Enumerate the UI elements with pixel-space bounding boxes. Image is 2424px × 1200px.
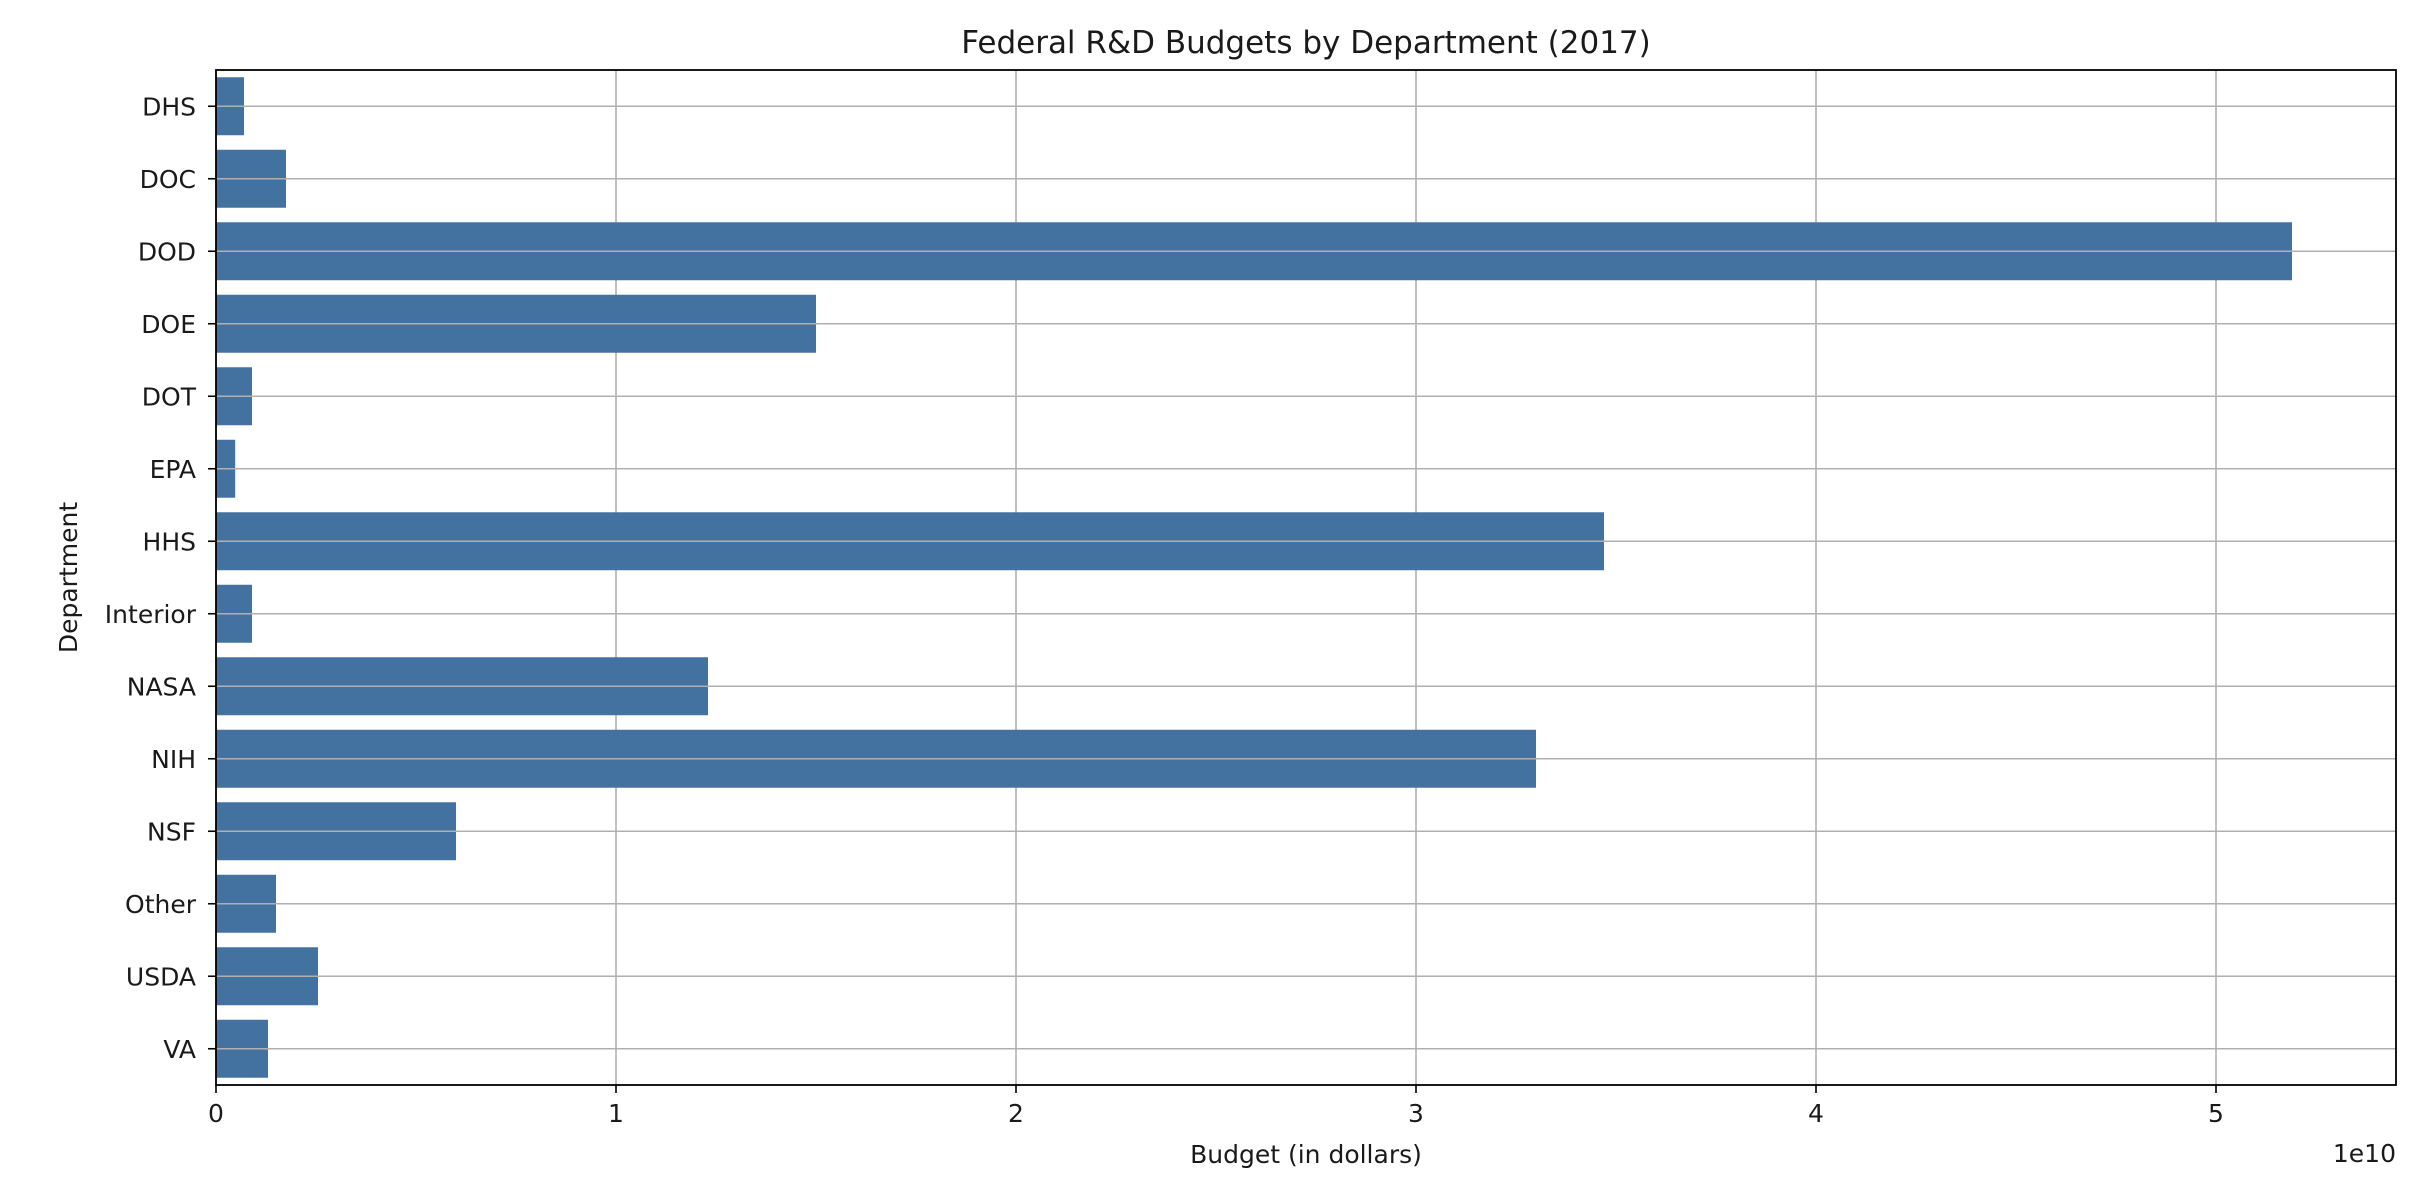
x-tick-label: 2 <box>1008 1099 1024 1128</box>
x-axis-label: Budget (in dollars) <box>1190 1140 1422 1169</box>
bars <box>216 77 2396 1078</box>
y-tick-label: NSF <box>147 817 196 846</box>
y-tick-label: Other <box>125 890 197 919</box>
x-tick-label: 4 <box>1808 1099 1824 1128</box>
chart-title: Federal R&D Budgets by Department (2017) <box>961 25 1651 61</box>
x-tick-label: 0 <box>208 1099 224 1128</box>
y-tick-label: USDA <box>126 962 196 991</box>
y-tick-label: DHS <box>142 92 196 121</box>
x-tick-label: 3 <box>1408 1099 1424 1128</box>
y-tick-label: VA <box>163 1035 196 1064</box>
y-tick-label: Interior <box>105 600 197 629</box>
y-tick-label: EPA <box>150 455 196 484</box>
y-tick-label: DOD <box>138 237 196 266</box>
y-tick-label: DOE <box>141 310 196 339</box>
y-tick-label: DOT <box>142 382 197 411</box>
x-axis-offset-label: 1e10 <box>2333 1139 2396 1168</box>
axis-ticks: 0 1 2 3 4 5 DHS DOC DOD DOE DOT EPA HHS Interior NASA N… <box>105 92 2224 1128</box>
y-tick-label: DOC <box>140 165 196 194</box>
x-tick-label: 5 <box>2208 1099 2224 1128</box>
y-tick-label: HHS <box>143 527 196 556</box>
y-axis-label: Department <box>54 502 83 653</box>
plot-frame <box>215 69 2397 1086</box>
y-tick-label: NASA <box>127 672 196 701</box>
y-tick-label: NIH <box>151 745 196 774</box>
x-tick-label: 1 <box>608 1099 624 1128</box>
